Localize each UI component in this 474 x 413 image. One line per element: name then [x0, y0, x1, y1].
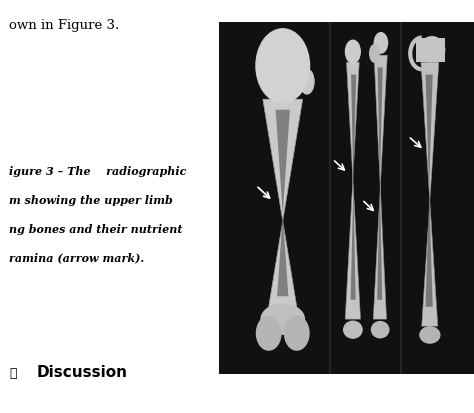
Polygon shape: [421, 63, 439, 326]
Ellipse shape: [346, 41, 360, 64]
Polygon shape: [377, 69, 383, 300]
Ellipse shape: [419, 38, 445, 64]
Circle shape: [256, 316, 281, 350]
Ellipse shape: [344, 321, 362, 338]
Text: ⎙: ⎙: [9, 366, 17, 379]
Text: ramina (arrow mark).: ramina (arrow mark).: [9, 252, 145, 263]
Text: own in Figure 3.: own in Figure 3.: [9, 19, 120, 31]
Text: Discussion: Discussion: [37, 364, 128, 379]
Circle shape: [256, 30, 310, 104]
Text: ng bones and their nutrient: ng bones and their nutrient: [9, 223, 183, 234]
Text: m showing the upper limb: m showing the upper limb: [9, 194, 173, 205]
Polygon shape: [426, 76, 433, 307]
Ellipse shape: [420, 327, 440, 343]
Ellipse shape: [374, 33, 388, 54]
Ellipse shape: [300, 70, 314, 95]
Polygon shape: [373, 56, 387, 319]
Ellipse shape: [372, 322, 389, 338]
Text: igure 3 – The    radiographic: igure 3 – The radiographic: [9, 165, 187, 176]
Polygon shape: [263, 100, 302, 307]
Ellipse shape: [370, 45, 379, 63]
FancyBboxPatch shape: [219, 23, 474, 374]
Ellipse shape: [261, 304, 304, 334]
Polygon shape: [345, 63, 361, 319]
Polygon shape: [275, 111, 290, 297]
Polygon shape: [351, 76, 356, 300]
Polygon shape: [416, 38, 445, 63]
Circle shape: [284, 316, 309, 350]
